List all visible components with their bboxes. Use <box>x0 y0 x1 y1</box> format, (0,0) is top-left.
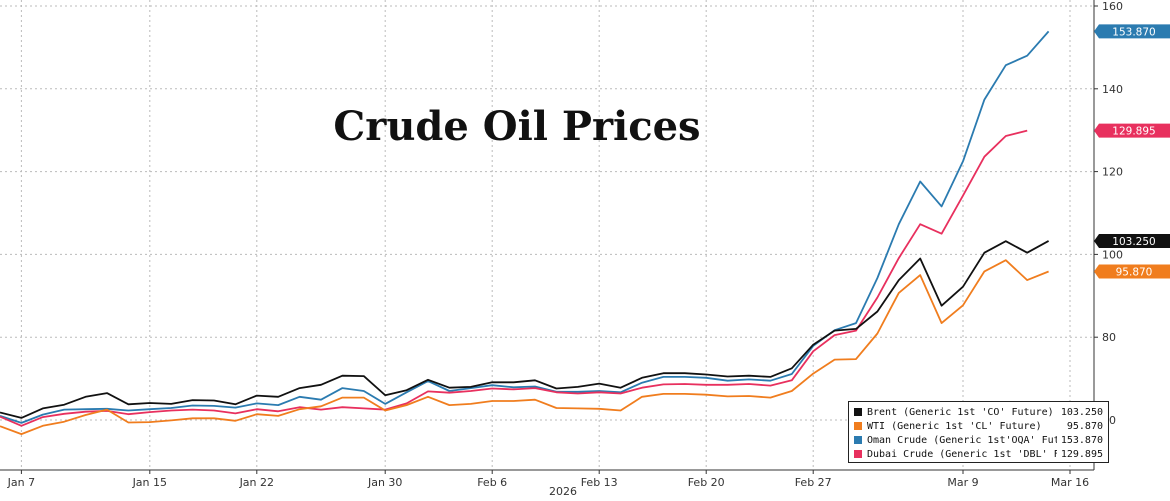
chart-title: Crude Oil Prices <box>333 103 700 150</box>
legend-value-wti: 95.870 <box>1066 420 1103 432</box>
last-value-tags: 103.250 95.870 153.870 129.895 <box>1094 24 1170 279</box>
series-line-1 <box>0 259 1049 436</box>
x-tick-label: Feb 20 <box>688 476 725 489</box>
last-value-tag-bg <box>1094 233 1170 248</box>
x-axis-ticks: Jan 7 Jan 15 Jan 22 Jan 30 Feb 6 Feb 13 Feb 20… <box>7 470 1089 489</box>
series-line-3 <box>0 129 1028 427</box>
legend: Brent (Generic 1st 'CO' Future) 103.250 … <box>848 401 1109 463</box>
last-value-tag-text: 153.870 <box>1112 26 1155 38</box>
year-label: 2026 <box>549 485 577 498</box>
x-tick-label: Mar 16 <box>1051 476 1089 489</box>
legend-value-dubai: 129.895 <box>1060 448 1103 460</box>
x-tick-label: Jan 15 <box>132 476 167 489</box>
y-tick-label: 160 <box>1102 0 1123 13</box>
legend-name-oman: Oman Crude (Generic 1st'OQA' Future) <box>867 434 1057 446</box>
last-value-tag-bg <box>1094 123 1170 138</box>
legend-value-oman: 153.870 <box>1060 434 1103 446</box>
last-value-tag-text: 95.870 <box>1116 266 1153 278</box>
x-tick-label: Jan 22 <box>239 476 274 489</box>
legend-row-dubai: Dubai Crude (Generic 1st 'DBL' Future) 1… <box>854 447 1103 461</box>
x-tick-label: Jan 7 <box>7 476 35 489</box>
series-line-0 <box>0 240 1050 419</box>
legend-row-wti: WTI (Generic 1st 'CL' Future) 95.870 <box>854 419 1103 433</box>
last-value-tag-1: 95.870 <box>1094 264 1170 279</box>
legend-swatch-dubai <box>854 450 862 458</box>
y-tick-label: 100 <box>1102 248 1123 261</box>
last-value-tag-text: 129.895 <box>1112 126 1155 138</box>
series-lines <box>0 30 1050 436</box>
legend-swatch-wti <box>854 422 862 430</box>
legend-row-oman: Oman Crude (Generic 1st'OQA' Future) 153… <box>854 433 1103 447</box>
x-tick-label: Feb 27 <box>795 476 832 489</box>
last-value-tag-0: 103.250 <box>1094 233 1170 248</box>
last-value-tag-bg <box>1094 264 1170 279</box>
last-value-tag-text: 103.250 <box>1112 236 1155 248</box>
legend-value-brent: 103.250 <box>1060 406 1103 418</box>
last-value-tag-bg <box>1094 24 1170 39</box>
y-tick-label: 140 <box>1102 83 1123 96</box>
x-tick-label: Feb 6 <box>477 476 507 489</box>
legend-name-wti: WTI (Generic 1st 'CL' Future) <box>867 420 1042 432</box>
y-tick-label: 120 <box>1102 166 1123 179</box>
x-tick-label: Jan 30 <box>367 476 402 489</box>
last-value-tag-3: 129.895 <box>1094 123 1170 138</box>
legend-name-dubai: Dubai Crude (Generic 1st 'DBL' Future) <box>867 448 1057 460</box>
last-value-tag-2: 153.870 <box>1094 24 1170 39</box>
grid-lines <box>0 0 1094 470</box>
legend-swatch-brent <box>854 408 862 416</box>
legend-row-brent: Brent (Generic 1st 'CO' Future) 103.250 <box>854 405 1103 419</box>
x-tick-label: Mar 9 <box>947 476 978 489</box>
series-line-2 <box>0 30 1050 424</box>
legend-name-brent: Brent (Generic 1st 'CO' Future) <box>867 406 1054 418</box>
legend-swatch-oman <box>854 436 862 444</box>
x-tick-label: Feb 13 <box>581 476 618 489</box>
y-tick-label: 80 <box>1102 331 1116 344</box>
